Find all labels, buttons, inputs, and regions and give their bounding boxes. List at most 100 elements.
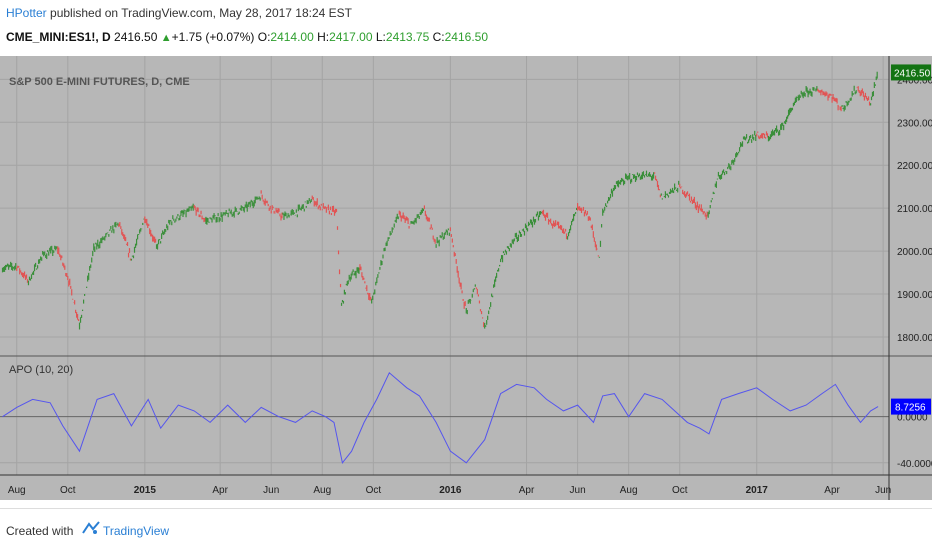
price-segment: [525, 211, 543, 232]
price-tick-label: 2100.00: [897, 204, 932, 215]
tradingview-logo-icon[interactable]: [82, 520, 100, 536]
price-segment: [541, 209, 552, 225]
price-segment: [628, 172, 641, 184]
price-segment: [756, 131, 769, 140]
time-tick-label: 2017: [746, 485, 769, 496]
open-value: 2414.00: [270, 30, 314, 44]
price-last-tag: [891, 64, 931, 81]
apo-plot: [2, 371, 879, 464]
price-segment: [435, 228, 450, 248]
price-tick-label: 2400.00: [897, 75, 932, 86]
publish-info: HPotter published on TradingView.com, Ma…: [6, 6, 352, 20]
price-segment: [384, 213, 399, 251]
price-segment: [219, 205, 245, 222]
price-segment: [130, 218, 145, 261]
price-tick-label: 2200.00: [897, 161, 932, 172]
time-tick-label: Apr: [824, 485, 840, 496]
symbol-label[interactable]: CME_MINI:ES1!, D: [6, 30, 111, 44]
price-segment: [78, 250, 94, 330]
indicator-tick-label: 0.0000: [897, 413, 928, 424]
price-segment: [42, 245, 58, 260]
indicator-title: APO (10, 20): [9, 364, 73, 376]
price-segment: [144, 216, 157, 243]
apo-line: [2, 371, 879, 464]
price-segment: [817, 88, 832, 101]
price-segment: [465, 284, 476, 315]
author-link[interactable]: HPotter: [6, 6, 47, 20]
up-arrow-icon: ▲: [160, 32, 172, 44]
price-segment: [588, 216, 599, 257]
price-tick-label: 2000.00: [897, 247, 932, 258]
price-segment: [282, 209, 296, 220]
price-segment: [193, 204, 206, 223]
price-segment: [27, 256, 43, 286]
price-segment: [67, 275, 80, 322]
price-segment: [57, 246, 68, 277]
price-segment: [716, 163, 731, 180]
indicator-tick-label: -40.0000: [897, 459, 932, 470]
footer: Created with TradingView: [0, 508, 932, 551]
price-segment: [707, 181, 717, 218]
price-segment: [793, 90, 806, 106]
price-plot: [1, 71, 878, 330]
indicator-last-tag: [891, 398, 931, 415]
time-tick-label: Oct: [366, 485, 382, 496]
price-segment: [613, 173, 629, 191]
price-segment: [1, 261, 17, 273]
price-segment: [690, 196, 708, 220]
price-tick-label: 1900.00: [897, 290, 932, 301]
price-change: +1.75 (+0.07%): [171, 30, 255, 44]
price-segment: [805, 85, 818, 98]
created-with-text: Created with: [6, 524, 74, 538]
price-segment: [679, 183, 692, 203]
indicator-axis[interactable]: 0.0000 -40.0000: [897, 413, 932, 470]
price-segment: [93, 221, 119, 252]
price-segment: [371, 248, 385, 304]
price-segment: [118, 222, 132, 261]
price-segment: [321, 203, 337, 216]
price-segment: [511, 223, 527, 245]
price-segment: [576, 203, 589, 221]
price-segment: [205, 213, 220, 225]
price-segment: [841, 85, 857, 112]
price-segment: [475, 287, 485, 328]
price-segment: [730, 142, 743, 171]
price-segment: [782, 102, 795, 131]
indicator-last-value: 8.7256: [895, 403, 926, 414]
price-segment: [499, 243, 512, 263]
price-axis[interactable]: 2400.00 2300.00 2200.00 2100.00 2000.00 1900.…: [897, 75, 932, 344]
time-tick-label: 2015: [134, 485, 157, 496]
last-value-tags: 2416.50 8.7256: [891, 64, 931, 415]
close-label: C:: [432, 30, 445, 44]
time-axis[interactable]: Aug Oct 2015 Apr Jun Aug Oct 2016 Apr Jun Aug Oct 20…: [8, 485, 891, 496]
price-segment: [340, 281, 348, 306]
price-segment: [270, 205, 283, 221]
chart-area[interactable]: S&P 500 E-MINI FUTURES, D, CME APO (10, …: [0, 56, 932, 500]
price-segment: [602, 187, 615, 216]
tradingview-brand-link[interactable]: TradingView: [103, 524, 170, 538]
price-segment: [831, 94, 842, 112]
high-value: 2417.00: [329, 30, 373, 44]
main-chart-title: S&P 500 E-MINI FUTURES, D, CME: [9, 76, 190, 88]
time-tick-label: Jun: [570, 485, 586, 496]
price-segment: [170, 203, 194, 226]
price-segment: [155, 219, 171, 250]
close-value: 2416.50: [444, 30, 489, 44]
price-segment: [869, 71, 878, 106]
price-segment: [335, 208, 342, 288]
last-price: 2416.50: [114, 30, 158, 44]
low-value: 2413.75: [385, 30, 430, 44]
time-tick-label: Jun: [263, 485, 279, 496]
price-segment: [449, 227, 462, 290]
time-tick-label: Oct: [60, 485, 76, 496]
price-segment: [598, 224, 603, 258]
high-label: H:: [317, 30, 330, 44]
time-tick-label: Aug: [620, 485, 638, 496]
price-segment: [347, 267, 360, 285]
price-segment: [767, 122, 783, 142]
price-segment: [244, 196, 261, 212]
price-tick-label: 2300.00: [897, 118, 932, 129]
price-segment: [639, 170, 655, 181]
price-segment: [484, 264, 501, 329]
grid-lines: [0, 56, 889, 475]
